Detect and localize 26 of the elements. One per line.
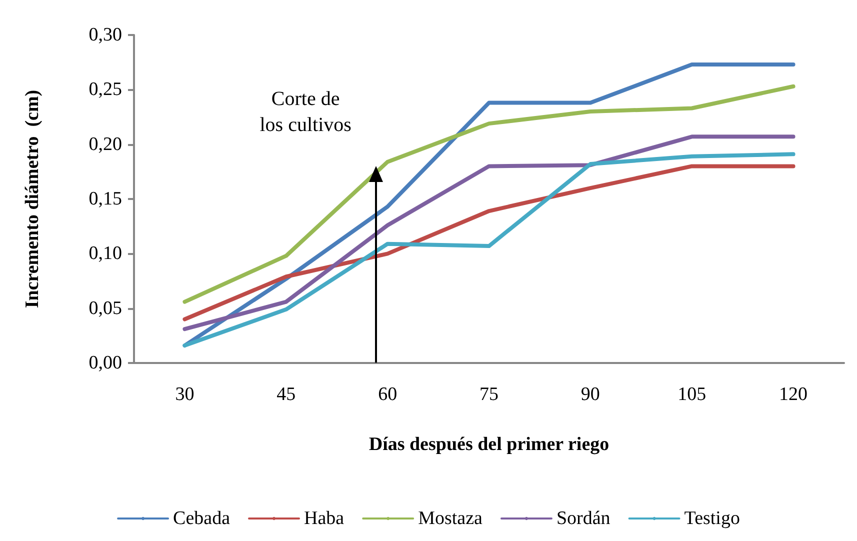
line-series (182, 84, 796, 304)
x-tick-label: 45 (276, 384, 296, 405)
y-tick-label: 0,30 (88, 24, 122, 46)
y-tick-label: 0,25 (88, 79, 122, 100)
x-tick-label: 60 (378, 384, 398, 405)
legend-label: Cebada (173, 508, 231, 529)
y-tick-label: 0,05 (88, 298, 122, 319)
line-series (182, 152, 796, 348)
x-axis-title: Días después del primer riego (368, 434, 610, 455)
x-tick-label: 75 (480, 384, 498, 405)
y-tick-label: 0,20 (88, 134, 122, 155)
x-tick-label: 90 (580, 384, 600, 405)
legend-label: Mostaza (418, 508, 484, 529)
x-tick-label: 120 (779, 384, 808, 405)
line-series (182, 164, 796, 322)
annotation: Corte de los cultivos (260, 88, 352, 136)
legend-label: Testigo (684, 508, 740, 529)
y-tick-label: 0,00 (88, 352, 122, 374)
y-tick-label: 0,15 (88, 188, 122, 210)
legend-label: Sordán (556, 508, 611, 529)
x-tick-label: 105 (678, 384, 706, 405)
y-tick-label: 0,10 (88, 243, 122, 264)
line-series (182, 134, 796, 332)
y-axis-title: Incremento diámetro (cm) (22, 90, 43, 308)
legend-label: Haba (304, 508, 345, 529)
x-tick-label: 30 (175, 384, 194, 405)
